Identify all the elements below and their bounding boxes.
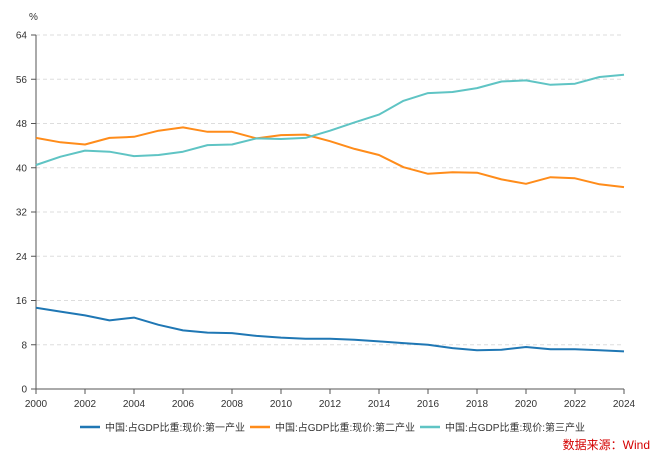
legend: 中国:占GDP比重:现价:第一产业 中国:占GDP比重:现价:第二产业 中国:占GD… [80,421,585,434]
series-line-3 [36,75,624,165]
y-axis-label: % [29,12,38,23]
x-tick-label: 2024 [613,399,636,410]
legend-label: 中国:占GDP比重:现价:第二产业 [275,421,415,434]
x-tick-label: 2018 [466,399,489,410]
x-tick-label: 2008 [221,399,244,410]
x-tick-label: 2012 [319,399,342,410]
x-tick-label: 2002 [74,399,97,410]
y-tick-label: 16 [16,296,28,307]
y-tick-label: 40 [16,163,28,174]
x-tick-label: 2006 [172,399,195,410]
x-tick-label: 2020 [515,399,538,410]
source-note: 数据来源：Wind [563,437,650,452]
axes: 0 8 16 24 32 40 48 56 64 2000 2002 2004 2006 2008 2010… [16,31,636,411]
series-lines [36,75,624,352]
y-tick-label: 8 [21,340,27,351]
x-tick-label: 2010 [270,399,293,410]
y-tick-label: 64 [16,31,28,42]
x-tick-label: 2004 [123,399,146,410]
series-line-2 [36,127,624,187]
legend-label: 中国:占GDP比重:现价:第一产业 [105,421,245,434]
x-tick-label: 2022 [564,399,587,410]
x-tick-label: 2016 [417,399,440,410]
x-tick-label: 2014 [368,399,391,410]
y-tick-label: 56 [16,75,28,86]
x-tick-label: 2000 [25,399,48,410]
y-tick-label: 24 [16,252,28,263]
legend-label: 中国:占GDP比重:现价:第三产业 [445,421,585,434]
y-tick-label: 32 [16,208,28,219]
y-tick-label: 48 [16,119,28,130]
y-tick-label: 0 [21,385,27,396]
